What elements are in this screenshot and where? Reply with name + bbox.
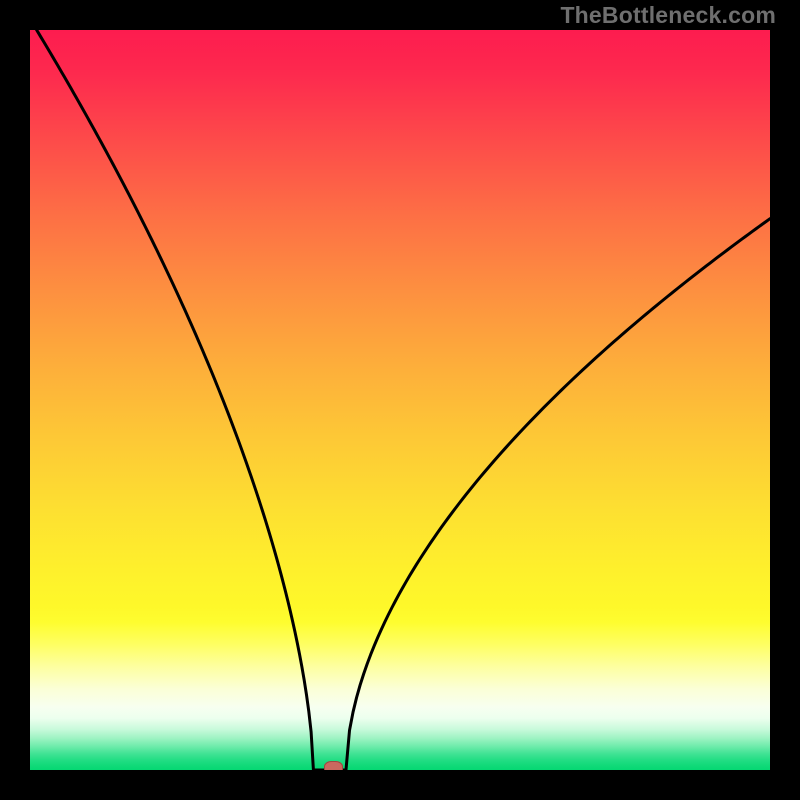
optimum-marker xyxy=(324,761,343,770)
watermark-text: TheBottleneck.com xyxy=(560,2,776,29)
bottleneck-curve xyxy=(30,30,770,770)
plot-area xyxy=(30,30,770,770)
